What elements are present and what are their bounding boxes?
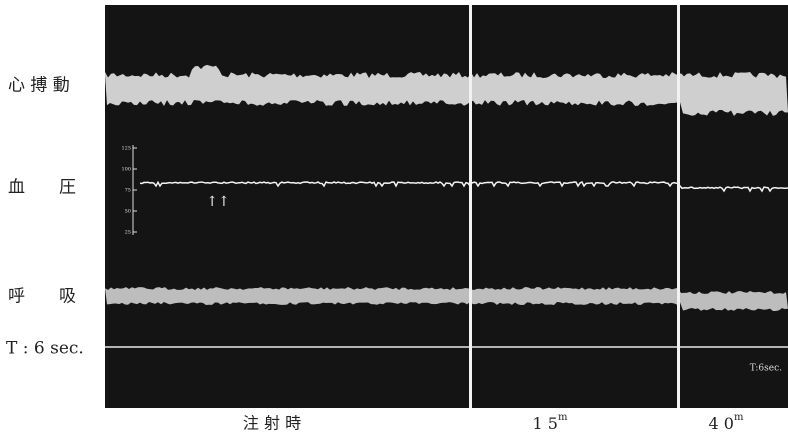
segment-unit: m bbox=[734, 412, 744, 423]
segment-unit: m bbox=[558, 412, 568, 423]
scale-label: 25 bbox=[125, 230, 131, 236]
pressure-scale: 125 100 75 50 25 bbox=[121, 146, 137, 236]
divider bbox=[469, 5, 472, 408]
blood-pressure-label: 血 圧 bbox=[8, 178, 76, 198]
segment-label: 4 0m bbox=[709, 412, 744, 433]
traces bbox=[105, 64, 788, 348]
divider bbox=[677, 5, 680, 408]
scale-label: 50 bbox=[125, 209, 131, 215]
time-marker-note: T:6sec. bbox=[750, 364, 782, 374]
segment-number: 4 0 bbox=[709, 414, 734, 433]
heartbeat-label: 心 搏 動 bbox=[8, 76, 70, 96]
arrows: ↑↑ bbox=[206, 194, 229, 210]
respiration-band bbox=[105, 287, 788, 311]
respiration-label: 呼 吸 bbox=[8, 287, 76, 307]
segment-label: 1 5m bbox=[533, 412, 568, 433]
time-marker-label: T : 6 sec. bbox=[6, 339, 84, 359]
scale-label: 125 bbox=[121, 146, 131, 152]
scale-label: 100 bbox=[121, 167, 131, 173]
segment-label: 注 射 時 bbox=[243, 414, 301, 433]
segment-number: 1 5 bbox=[533, 414, 558, 433]
scale-label: 75 bbox=[125, 188, 131, 194]
heartbeat-band bbox=[105, 64, 788, 116]
